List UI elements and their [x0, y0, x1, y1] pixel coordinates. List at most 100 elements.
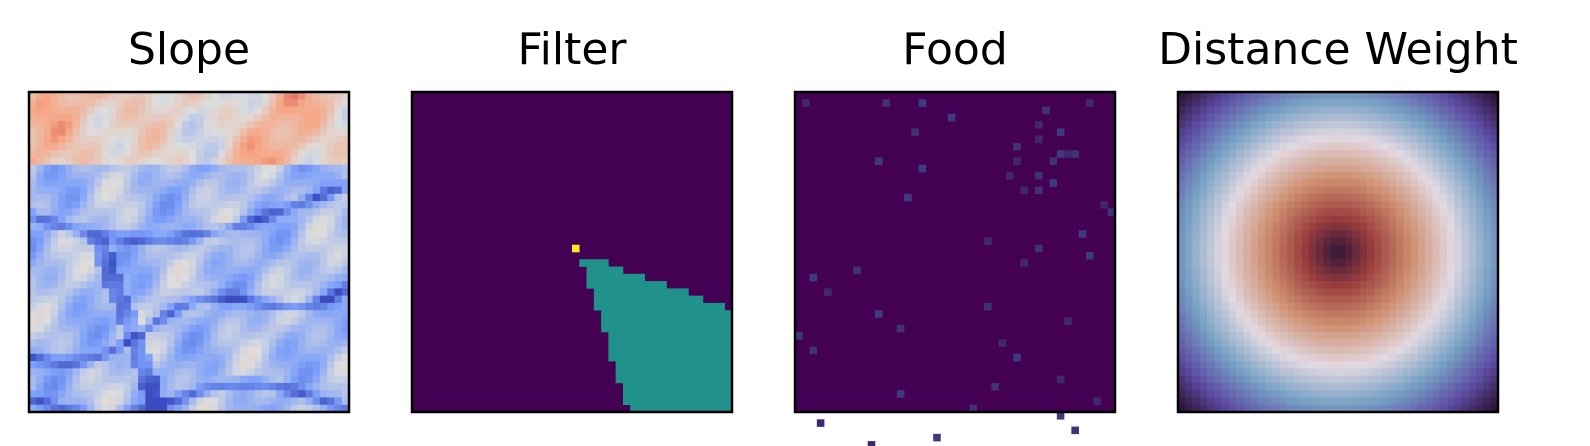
distance-weight-cell [1345, 310, 1353, 318]
slope-cell [312, 186, 321, 195]
slope-cell [283, 302, 292, 311]
slope-cell [174, 215, 183, 224]
distance-weight-cell [1388, 375, 1397, 384]
distance-weight-cell [1323, 266, 1332, 275]
slope-cell [261, 281, 270, 289]
distance-weight-cell [1425, 375, 1433, 384]
distance-weight-cell [1374, 266, 1382, 275]
distance-weight-cell [1367, 339, 1375, 347]
filter-wedge-cell [630, 339, 638, 347]
filter-wedge-cell [637, 302, 646, 311]
slope-cell [152, 157, 161, 166]
filter-wedge-cell [695, 397, 704, 406]
distance-weight-cell [1490, 222, 1499, 231]
distance-weight-cell [1250, 397, 1259, 406]
slope-cell [58, 353, 66, 362]
distance-weight-cell [1294, 92, 1302, 100]
slope-cell [36, 332, 44, 340]
filter-wedge-cell [724, 332, 733, 340]
filter-wedge-cell [644, 404, 653, 413]
distance-weight-cell [1279, 375, 1288, 384]
distance-weight-cell [1352, 135, 1361, 144]
distance-weight-cell [1192, 106, 1201, 115]
slope-cell [341, 142, 350, 151]
distance-weight-cell [1476, 128, 1484, 136]
distance-weight-cell [1461, 281, 1470, 289]
slope-cell [225, 99, 233, 107]
slope-cell [312, 252, 321, 260]
distance-weight-cell [1476, 135, 1484, 144]
distance-weight-cell [1236, 106, 1244, 115]
slope-cell [109, 164, 117, 173]
slope-cell [218, 201, 226, 209]
slope-cell [319, 230, 328, 238]
distance-weight-cell [1243, 201, 1252, 209]
slope-cell [72, 244, 81, 253]
distance-weight-cell [1207, 172, 1215, 180]
distance-weight-cell [1301, 193, 1310, 202]
slope-cell [130, 382, 139, 391]
slope-cell [218, 164, 226, 173]
distance-weight-cell [1468, 121, 1477, 129]
slope-cell [50, 324, 59, 333]
distance-weight-cell [1374, 208, 1382, 216]
slope-cell [290, 295, 299, 304]
slope-cell [203, 259, 212, 267]
food-cell [853, 266, 861, 275]
distance-weight-cell [1316, 404, 1324, 413]
slope-cell [94, 193, 103, 202]
slope-cell [43, 310, 52, 318]
slope-cell [65, 157, 73, 166]
distance-weight-cell [1214, 252, 1222, 260]
filter-wedge-cell [622, 382, 631, 391]
distance-weight-cell [1352, 113, 1361, 122]
distance-weight-cell [1454, 346, 1462, 355]
distance-weight-cell [1461, 375, 1470, 384]
distance-weight-cell [1483, 273, 1492, 282]
slope-cell [36, 106, 44, 115]
slope-cell [145, 361, 153, 369]
distance-weight-cell [1476, 252, 1484, 260]
distance-weight-cell [1207, 121, 1215, 129]
slope-cell [145, 237, 153, 246]
slope-cell [189, 150, 197, 158]
slope-cell [29, 302, 37, 311]
distance-weight-cell [1178, 353, 1186, 362]
distance-weight-cell [1432, 361, 1441, 369]
distance-weight-cell [1461, 346, 1470, 355]
distance-weight-cell [1207, 404, 1215, 413]
distance-weight-cell [1483, 99, 1492, 107]
filter-wedge-cell [608, 295, 616, 304]
distance-weight-cell [1352, 302, 1361, 311]
slope-cell [181, 237, 190, 246]
distance-weight-cell [1490, 375, 1499, 384]
distance-weight-cell [1410, 346, 1419, 355]
slope-cell [167, 368, 175, 376]
distance-weight-cell [1352, 92, 1361, 100]
slope-cell [29, 361, 37, 369]
distance-weight-cell [1330, 332, 1339, 340]
distance-weight-cell [1287, 215, 1295, 224]
slope-cell [327, 230, 335, 238]
slope-cell [254, 179, 263, 187]
distance-weight-cell [1447, 179, 1455, 187]
distance-weight-cell [1279, 404, 1288, 413]
filter-wedge-cell [666, 375, 675, 384]
slope-cell [116, 266, 124, 275]
filter-wedge-cell [652, 361, 660, 369]
slope-cell [72, 237, 81, 246]
distance-weight-cell [1199, 135, 1208, 144]
slope-cell [152, 222, 161, 231]
distance-weight-cell [1178, 324, 1186, 333]
distance-weight-cell [1461, 128, 1470, 136]
slope-cell [334, 332, 343, 340]
slope-cell [232, 368, 241, 376]
slope-cell [50, 157, 59, 166]
distance-weight-cell [1185, 368, 1193, 376]
slope-cell [130, 186, 139, 195]
distance-weight-cell [1338, 368, 1346, 376]
slope-cell [174, 317, 183, 326]
slope-cell [210, 201, 219, 209]
filter-wedge-cell [644, 295, 653, 304]
slope-cell [298, 368, 306, 376]
